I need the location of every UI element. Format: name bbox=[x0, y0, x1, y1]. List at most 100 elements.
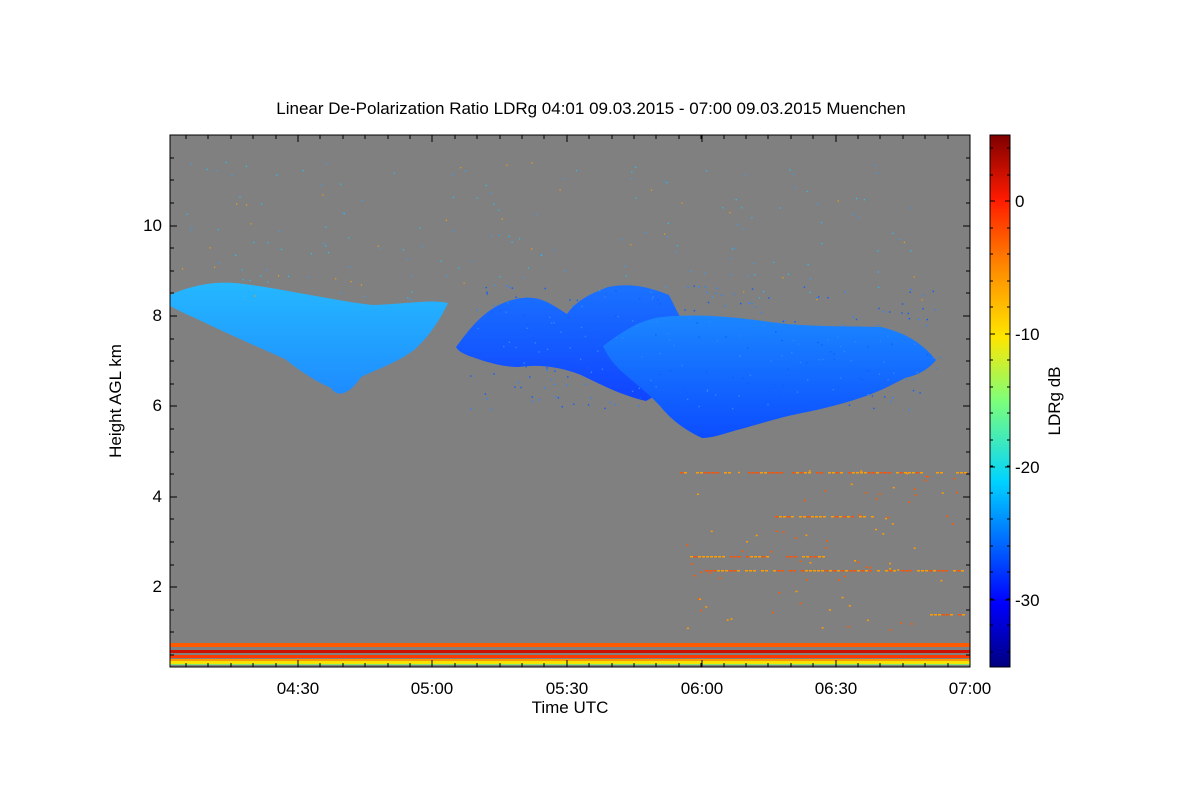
speckle-low bbox=[710, 530, 713, 533]
speckle-cloud bbox=[490, 408, 493, 411]
speckle-cloud bbox=[843, 350, 845, 353]
low-row-segment-1 bbox=[835, 516, 838, 518]
low-row-segment-3 bbox=[833, 570, 836, 572]
speckle-high bbox=[327, 252, 330, 254]
speckle-low bbox=[927, 476, 930, 478]
low-row-segment-2 bbox=[822, 556, 825, 558]
x-axis: 04:30 05:00 05:30 06:00 06:30 07:00 Time… bbox=[277, 679, 992, 717]
speckle-cloud bbox=[604, 296, 606, 298]
speckle-cloud bbox=[738, 335, 740, 337]
low-row-segment-2 bbox=[806, 556, 809, 558]
speckle-high bbox=[541, 253, 543, 255]
speckle-high bbox=[190, 163, 192, 165]
speckle-cloud bbox=[476, 309, 478, 311]
low-row-segment-3 bbox=[765, 570, 768, 572]
speckle-high bbox=[553, 249, 555, 251]
low-row-segment-0 bbox=[804, 472, 807, 474]
speckle-high bbox=[377, 245, 379, 247]
low-row-segment-0 bbox=[820, 472, 823, 474]
speckle-high bbox=[523, 277, 525, 279]
speckle-cloud bbox=[493, 350, 496, 352]
speckle-high bbox=[411, 275, 413, 277]
low-row-segment-0 bbox=[860, 472, 863, 474]
low-row-segment-3 bbox=[945, 570, 948, 572]
low-row-segment-4 bbox=[950, 614, 953, 616]
low-row-segment-1 bbox=[863, 516, 866, 518]
speckle-cloud bbox=[685, 392, 688, 394]
speckle-cloud bbox=[549, 316, 551, 318]
low-row-segment-2 bbox=[710, 556, 713, 558]
speckle-cloud bbox=[910, 288, 912, 290]
speckle-cloud bbox=[670, 370, 672, 372]
speckle-cloud bbox=[480, 328, 483, 331]
speckle-cloud bbox=[725, 336, 727, 338]
speckle-high bbox=[621, 239, 623, 241]
low-row-segment-1 bbox=[807, 516, 810, 518]
speckle-cloud bbox=[493, 373, 495, 375]
speckle-low bbox=[882, 533, 885, 535]
speckle-low bbox=[805, 578, 808, 581]
cloud-region-left bbox=[170, 282, 448, 394]
speckle-high bbox=[307, 276, 309, 279]
speckle-high bbox=[650, 189, 653, 191]
speckle-cloud bbox=[792, 339, 795, 342]
speckle-cloud bbox=[791, 352, 793, 354]
speckle-cloud bbox=[569, 347, 571, 349]
low-row-segment-3 bbox=[721, 570, 724, 572]
speckle-low bbox=[696, 493, 699, 495]
speckle-high bbox=[245, 165, 247, 167]
low-row-segment-0 bbox=[752, 472, 755, 474]
low-row-segment-3 bbox=[857, 570, 860, 572]
speckle-cloud bbox=[908, 409, 910, 411]
speckle-low bbox=[686, 544, 689, 546]
speckle-cloud bbox=[470, 408, 472, 410]
speckle-high bbox=[733, 247, 736, 249]
speckle-high bbox=[630, 178, 632, 180]
band-green bbox=[170, 664, 970, 665]
speckle-cloud bbox=[546, 348, 549, 350]
speckle-cloud bbox=[614, 404, 617, 406]
speckle-cloud bbox=[673, 344, 675, 347]
low-row-segment-0 bbox=[684, 472, 687, 474]
low-row-segment-0 bbox=[704, 472, 707, 474]
low-row-segment-1 bbox=[779, 516, 782, 518]
colorbar-tick-label-minus30: -30 bbox=[1015, 591, 1040, 610]
speckle-low bbox=[941, 492, 944, 494]
low-row-segment-3 bbox=[905, 570, 908, 572]
speckle-low bbox=[924, 479, 927, 482]
speckle-cloud bbox=[878, 307, 880, 310]
speckle-cloud bbox=[631, 390, 634, 393]
speckle-cloud bbox=[814, 406, 816, 409]
speckle-low bbox=[825, 540, 828, 542]
band-orange bbox=[170, 659, 970, 661]
speckle-high bbox=[266, 269, 268, 271]
low-row-segment-4 bbox=[934, 614, 937, 616]
low-row-segment-2 bbox=[814, 556, 817, 558]
speckle-cloud bbox=[573, 308, 575, 310]
x-tick-label-0630: 06:30 bbox=[815, 679, 858, 698]
low-row-segment-2 bbox=[694, 556, 697, 558]
low-row-segment-2 bbox=[738, 556, 741, 558]
speckle-cloud bbox=[829, 351, 832, 353]
speckle-cloud bbox=[716, 340, 719, 342]
speckle-cloud bbox=[698, 336, 700, 338]
speckle-high bbox=[325, 162, 327, 164]
speckle-cloud bbox=[749, 374, 752, 377]
low-row-segment-2 bbox=[762, 556, 765, 558]
low-row-segment-0 bbox=[848, 472, 851, 474]
speckle-cloud bbox=[668, 339, 671, 341]
low-row-segment-3 bbox=[829, 570, 832, 572]
speckle-high bbox=[676, 245, 678, 247]
speckle-cloud bbox=[850, 360, 852, 362]
speckle-cloud bbox=[782, 384, 785, 387]
speckle-cloud bbox=[884, 396, 886, 398]
speckle-high bbox=[464, 170, 466, 172]
speckle-cloud bbox=[637, 319, 639, 321]
speckle-cloud bbox=[650, 379, 652, 382]
speckle-high bbox=[690, 270, 692, 272]
speckle-cloud bbox=[773, 383, 775, 386]
speckle-high bbox=[563, 178, 565, 180]
speckle-high bbox=[792, 173, 794, 175]
speckle-cloud bbox=[817, 341, 819, 344]
low-row-segment-2 bbox=[818, 556, 821, 558]
